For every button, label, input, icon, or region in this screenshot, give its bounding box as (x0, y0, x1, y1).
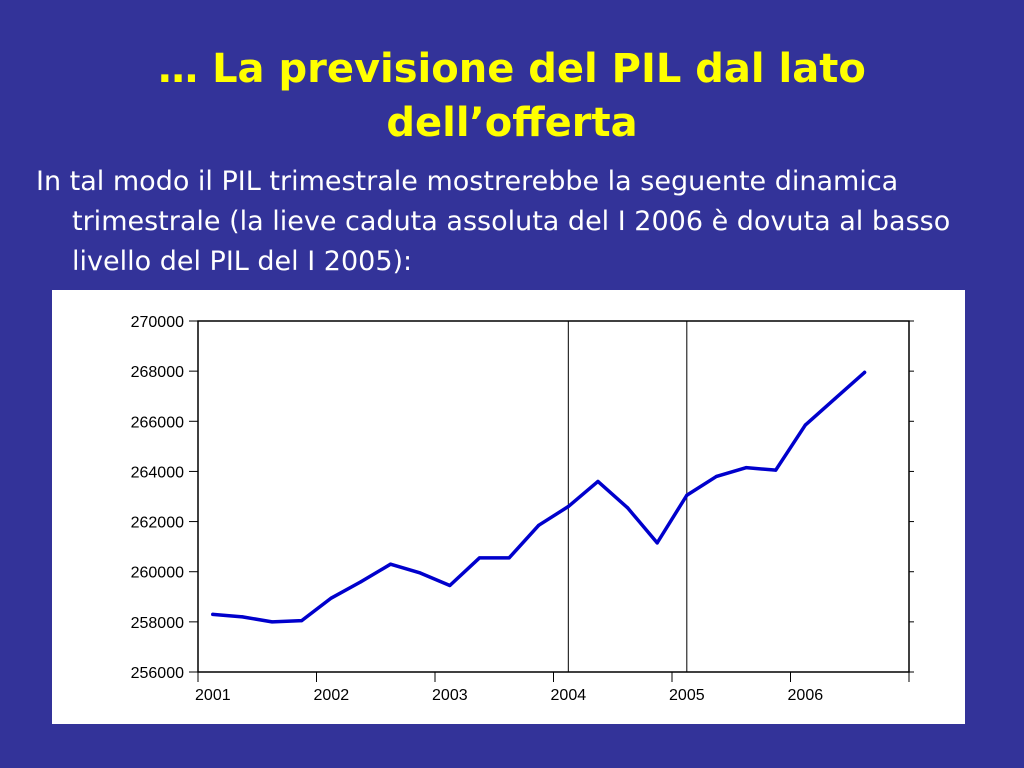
gdp-data-point (507, 556, 511, 560)
gdp-data-point (625, 506, 630, 510)
y-tick-label: 256000 (131, 665, 184, 682)
y-tick-label: 264000 (131, 464, 184, 481)
gdp-data-point (300, 619, 304, 623)
gdp-series-line (211, 370, 867, 624)
y-tick-label: 260000 (131, 565, 184, 582)
x-tick-label: 2003 (432, 687, 468, 704)
x-tick-label: 2006 (788, 687, 824, 704)
slide-title-line-2: dell’offerta (386, 100, 638, 146)
y-tick-label: 258000 (131, 615, 184, 632)
x-tick-label: 2005 (669, 687, 705, 704)
gdp-data-point (803, 423, 807, 427)
x-tick-label: 2002 (314, 687, 350, 704)
gdp-data-point (862, 370, 867, 374)
gdp-data-point (418, 571, 422, 575)
gdp-data-point (388, 562, 393, 566)
gdp-data-point (477, 556, 482, 560)
gdp-data-point (211, 612, 215, 616)
slide-body-text: In tal modo il PIL trimestrale mostrereb… (36, 166, 951, 277)
gdp-data-point (270, 620, 274, 624)
gdp-data-point (240, 615, 245, 619)
y-tick-label: 262000 (131, 515, 184, 532)
gdp-data-point (833, 397, 837, 401)
gdp-data-point (596, 479, 600, 484)
gdp-data-point (714, 474, 719, 479)
gdp-line-chart: 256000 258000 260000 262000 264000 266000 2680… (131, 314, 914, 704)
x-tick-label: 2004 (551, 687, 587, 704)
slide-title-line-1: … La previsione del PIL dal lato (158, 46, 866, 92)
x-tick-label: 2001 (195, 687, 231, 704)
chart-panel: 256000 258000 260000 262000 264000 266000 2680… (52, 290, 965, 724)
y-tick-label: 266000 (131, 414, 184, 431)
gdp-data-point (537, 523, 541, 527)
gdp-data-point (655, 541, 659, 545)
gdp-data-point (329, 596, 333, 600)
gdp-data-point (566, 504, 570, 509)
gdp-data-point (744, 466, 748, 470)
slide-title: … La previsione del PIL dal lato dell’of… (0, 42, 1024, 150)
y-tick-label: 270000 (131, 314, 184, 331)
gdp-data-point (359, 580, 363, 584)
gdp-data-point (774, 468, 778, 472)
gdp-data-point (685, 493, 689, 497)
y-tick-label: 268000 (131, 364, 184, 381)
gdp-data-point (448, 583, 452, 588)
